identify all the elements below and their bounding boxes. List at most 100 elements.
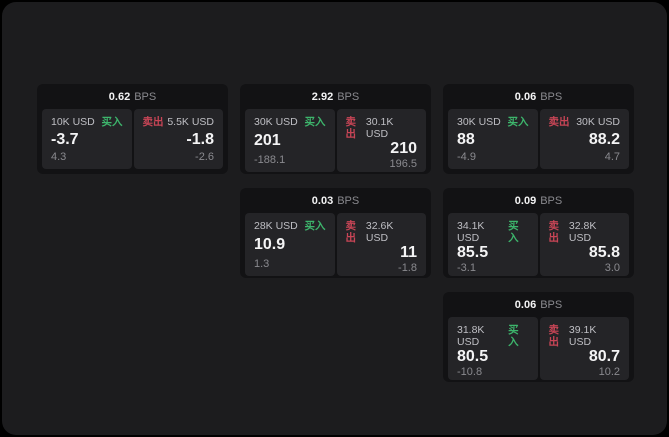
buy-size-label: 34.1K USD [457, 220, 485, 244]
quote-card: 0.06 BPS 31.8K USD 买入 80.5 -10.8 卖出 39.1… [443, 292, 634, 382]
buy-size-label: 31.8K USD [457, 324, 485, 348]
sell-delta: -2.6 [195, 151, 214, 163]
sell-tile-header: 卖出 30.1K USD [346, 116, 418, 140]
buy-tile-header: 31.8K USD 买入 [457, 324, 529, 348]
buy-price: -3.7 [51, 130, 79, 148]
sell-price: -1.8 [186, 130, 214, 148]
buy-price-tile[interactable]: 10K USD 买入 -3.7 4.3 [42, 109, 132, 169]
sell-delta: 10.2 [598, 366, 620, 378]
buy-price: 80.5 [457, 348, 489, 365]
sell-tag: 卖出 [142, 116, 164, 128]
buy-delta: 4.3 [51, 151, 67, 163]
buy-price-tile[interactable]: 31.8K USD 买入 80.5 -10.8 [448, 317, 538, 380]
bps-value: 2.92 [311, 91, 334, 103]
sell-price: 11 [400, 244, 417, 261]
buy-size-label: 30K USD [457, 116, 501, 128]
buy-tile-header: 28K USD 买入 [254, 220, 326, 232]
sell-price-tile[interactable]: 卖出 30.1K USD 210 196.5 [336, 109, 426, 172]
card-body: 28K USD 买入 10.9 1.3 卖出 32.6K USD 11 -1.8 [245, 213, 426, 276]
card-body: 10K USD 买入 -3.7 4.3 卖出 5.5K USD -1.8 -2.… [42, 109, 223, 169]
buy-tag: 买入 [508, 220, 519, 244]
quote-card: 0.06 BPS 30K USD 买入 88 -4.9 卖出 30K USD [443, 84, 634, 174]
buy-tag: 买入 [101, 116, 123, 128]
sell-tag: 卖出 [548, 220, 560, 244]
sell-price-tile[interactable]: 卖出 30K USD 88.2 4.7 [539, 109, 629, 169]
buy-tag: 买入 [304, 116, 326, 128]
sell-tag: 卖出 [345, 220, 357, 244]
sell-price: 85.8 [588, 244, 620, 261]
bps-value: 0.03 [311, 195, 334, 207]
sell-tag: 卖出 [548, 116, 570, 128]
sell-tile-header: 卖出 5.5K USD [143, 116, 215, 128]
sell-size-label: 30.1K USD [365, 116, 394, 140]
sell-size-label: 32.6K USD [365, 220, 394, 244]
buy-delta: -3.1 [457, 262, 476, 274]
buy-size-label: 30K USD [254, 116, 298, 128]
sell-tag: 卖出 [548, 324, 560, 348]
buy-delta: -10.8 [457, 366, 483, 378]
buy-delta: 1.3 [254, 258, 270, 270]
buy-tile-header: 34.1K USD 买入 [457, 220, 529, 244]
sell-delta: 4.7 [604, 151, 620, 163]
card-body: 31.8K USD 买入 80.5 -10.8 卖出 39.1K USD 80.… [448, 317, 629, 380]
quote-card: 0.62 BPS 10K USD 买入 -3.7 4.3 卖出 5.5K USD [37, 84, 228, 174]
card-header: 0.03 BPS [245, 194, 426, 208]
buy-delta: -4.9 [457, 151, 476, 163]
sell-size-label: 30K USD [576, 116, 620, 128]
quote-card: 0.03 BPS 28K USD 买入 10.9 1.3 卖出 32.6K US… [240, 188, 431, 278]
buy-price: 10.9 [254, 236, 286, 253]
bps-unit-label: BPS [337, 91, 360, 103]
bps-value: 0.09 [514, 195, 537, 207]
buy-price: 88 [457, 130, 475, 148]
bps-unit-label: BPS [134, 91, 157, 103]
sell-delta: 3.0 [604, 262, 620, 274]
buy-size-label: 28K USD [254, 220, 298, 232]
buy-size-label: 10K USD [51, 116, 95, 128]
card-header: 0.06 BPS [448, 298, 629, 312]
sell-size-label: 32.8K USD [568, 220, 597, 244]
buy-tile-header: 10K USD 买入 [51, 116, 123, 128]
buy-price: 85.5 [457, 244, 489, 261]
sell-price-tile[interactable]: 卖出 32.8K USD 85.8 3.0 [539, 213, 629, 276]
sell-tile-header: 卖出 32.8K USD [549, 220, 621, 244]
buy-tile-header: 30K USD 买入 [254, 116, 326, 128]
sell-price: 210 [390, 140, 417, 157]
bps-value: 0.06 [514, 91, 537, 103]
buy-price-tile[interactable]: 34.1K USD 买入 85.5 -3.1 [448, 213, 538, 276]
buy-tag: 买入 [508, 324, 519, 348]
card-body: 30K USD 买入 88 -4.9 卖出 30K USD 88.2 4.7 [448, 109, 629, 169]
sell-tile-header: 卖出 30K USD [549, 116, 621, 128]
sell-tile-header: 卖出 39.1K USD [549, 324, 621, 348]
buy-price-tile[interactable]: 30K USD 买入 88 -4.9 [448, 109, 538, 169]
sell-price-tile[interactable]: 卖出 5.5K USD -1.8 -2.6 [133, 109, 223, 169]
sell-price: 80.7 [588, 348, 620, 365]
buy-price: 201 [254, 132, 281, 149]
card-header: 0.09 BPS [448, 194, 629, 208]
buy-tile-header: 30K USD 买入 [457, 116, 529, 128]
bps-value: 0.06 [514, 299, 537, 311]
card-header: 0.06 BPS [448, 90, 629, 104]
bps-unit-label: BPS [337, 195, 360, 207]
quote-card: 0.09 BPS 34.1K USD 买入 85.5 -3.1 卖出 32.8K… [443, 188, 634, 278]
buy-tag: 买入 [304, 220, 326, 232]
quote-card: 2.92 BPS 30K USD 买入 201 -188.1 卖出 30.1K … [240, 84, 431, 174]
bps-unit-label: BPS [540, 195, 563, 207]
card-body: 30K USD 买入 201 -188.1 卖出 30.1K USD 210 1… [245, 109, 426, 172]
buy-price-tile[interactable]: 30K USD 买入 201 -188.1 [245, 109, 335, 172]
buy-delta: -188.1 [254, 154, 286, 166]
sell-size-label: 39.1K USD [568, 324, 597, 348]
sell-price-tile[interactable]: 卖出 32.6K USD 11 -1.8 [336, 213, 426, 276]
sell-delta: -1.8 [398, 262, 417, 274]
buy-price-tile[interactable]: 28K USD 买入 10.9 1.3 [245, 213, 335, 276]
sell-tag: 卖出 [345, 116, 357, 140]
card-header: 0.62 BPS [42, 90, 223, 104]
card-body: 34.1K USD 买入 85.5 -3.1 卖出 32.8K USD 85.8… [448, 213, 629, 276]
card-header: 2.92 BPS [245, 90, 426, 104]
bps-unit-label: BPS [540, 299, 563, 311]
buy-tag: 买入 [507, 116, 529, 128]
sell-price-tile[interactable]: 卖出 39.1K USD 80.7 10.2 [539, 317, 629, 380]
sell-size-label: 5.5K USD [167, 116, 214, 128]
quote-cards-grid: 0.62 BPS 10K USD 买入 -3.7 4.3 卖出 5.5K USD [37, 84, 634, 382]
